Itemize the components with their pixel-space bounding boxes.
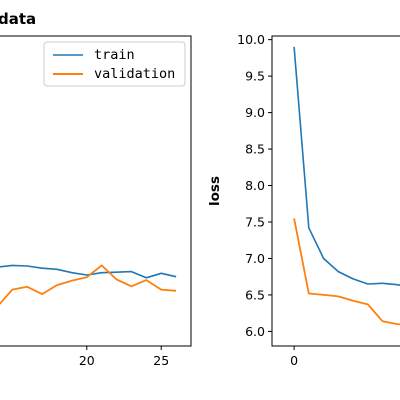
right-series-train bbox=[293, 46, 400, 287]
right-y-axis: 6.0 6.5 7.0 7.5 8.0 8.5 9.0 9.5 10.0 bbox=[237, 32, 272, 339]
right-x-axis: 0 bbox=[290, 346, 298, 368]
right-series-lines bbox=[293, 46, 400, 326]
legend-label-train: train bbox=[94, 47, 135, 63]
right-y-tick-label: 8.5 bbox=[245, 142, 265, 157]
right-y-tick-label: 9.5 bbox=[245, 69, 265, 84]
right-plot-frame bbox=[271, 35, 400, 347]
legend-label-validation: validation bbox=[94, 66, 175, 82]
right-y-tick-label: 9.0 bbox=[245, 105, 265, 120]
right-y-axis-label: loss bbox=[207, 176, 223, 206]
left-plot-area bbox=[0, 264, 177, 305]
left-series-validation bbox=[0, 264, 177, 305]
right-y-tick-label: 10.0 bbox=[237, 32, 265, 47]
right-x-tick-label: 0 bbox=[290, 353, 298, 368]
left-series-lines bbox=[0, 264, 177, 305]
right-series-validation bbox=[293, 218, 400, 326]
right-y-tick-label: 6.5 bbox=[245, 287, 265, 302]
right-y-tick-label: 8.0 bbox=[245, 178, 265, 193]
right-panel: 6.0 6.5 7.0 7.5 8.0 8.5 9.0 9.5 10.0 0 loss bbox=[207, 32, 400, 368]
left-series-train bbox=[0, 264, 177, 279]
right-y-tick-label: 7.5 bbox=[245, 215, 265, 230]
left-x-tick-label: 25 bbox=[153, 353, 169, 368]
left-x-tick-label: 20 bbox=[79, 353, 95, 368]
left-x-axis: 20 25 bbox=[79, 346, 169, 368]
legend: train validation bbox=[43, 41, 186, 87]
left-chart-title: data bbox=[0, 10, 36, 28]
left-panel: data 20 25 train validation bbox=[0, 10, 192, 368]
right-y-tick-label: 7.0 bbox=[245, 251, 265, 266]
right-y-tick-label: 6.0 bbox=[245, 324, 265, 339]
left-plot-frame bbox=[0, 35, 192, 347]
right-plot-area bbox=[293, 46, 400, 326]
